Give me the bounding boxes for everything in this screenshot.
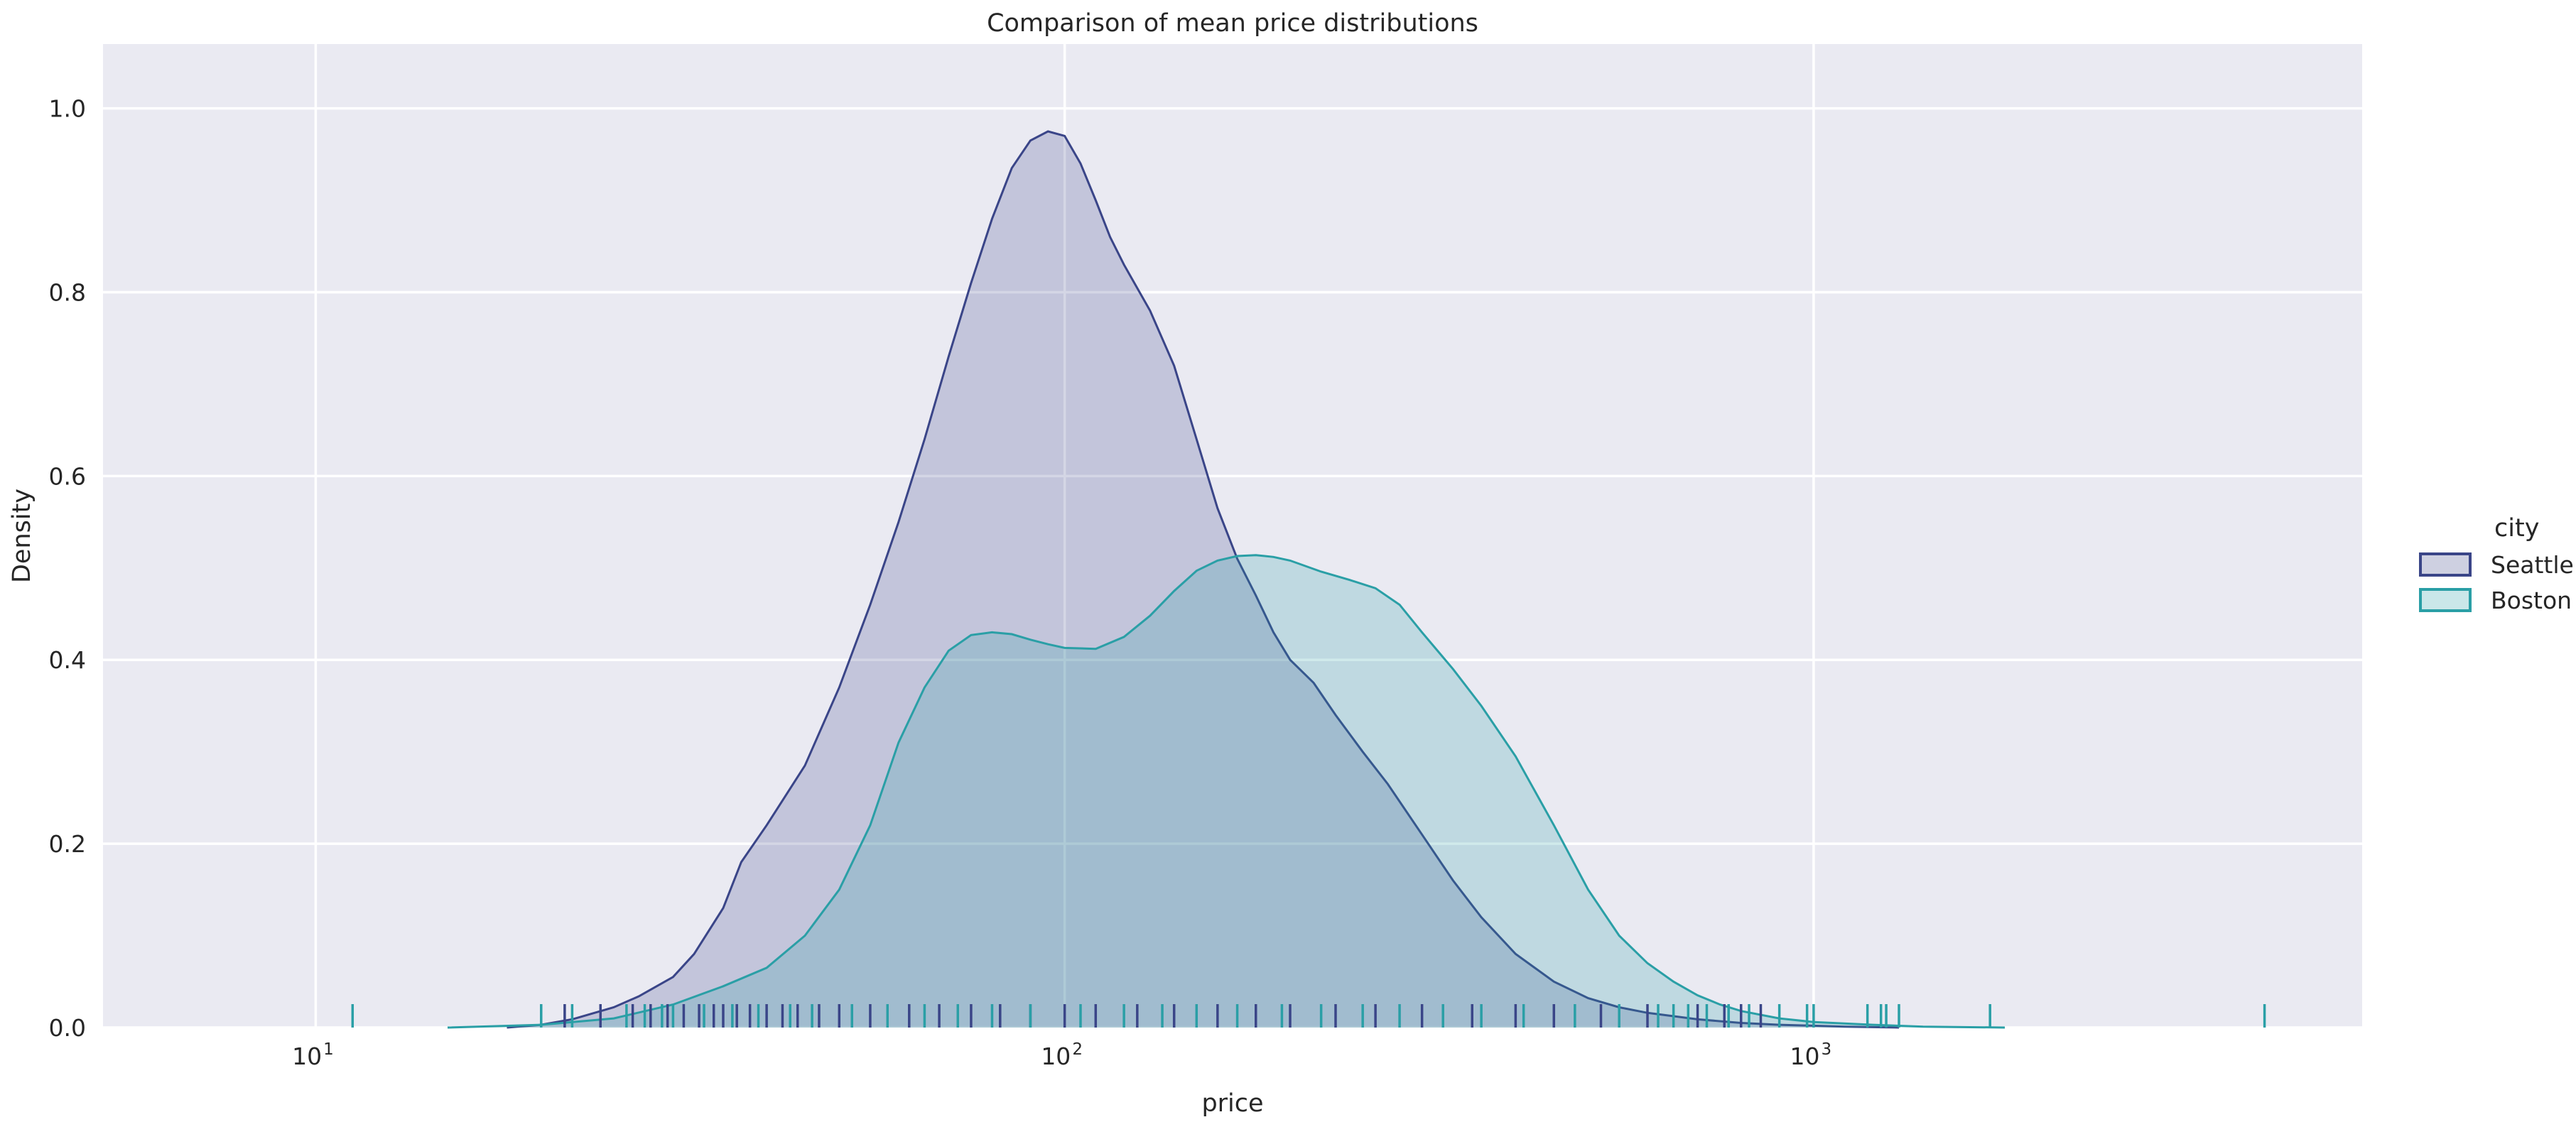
rug-marks [351, 1004, 2266, 1028]
x-axis-label: price [1201, 1089, 1263, 1118]
plot-background [103, 44, 2362, 1028]
x-tick-label: 101 [292, 1040, 334, 1070]
seattle-legend-swatch [2419, 552, 2472, 577]
seattle-density-line [507, 130, 1900, 1029]
seattle-density-fill [507, 131, 1899, 1028]
y-tick-label: 0.4 [49, 646, 86, 674]
y-axis-label: Density [8, 489, 36, 583]
y-tick-label: 0.8 [49, 278, 86, 306]
x-tick-label: 103 [1790, 1040, 1832, 1070]
boston-legend-swatch [2419, 588, 2472, 612]
chart-title: Comparison of mean price distributions [987, 9, 1478, 38]
y-tick-label: 0.2 [49, 830, 86, 858]
legend: city Seattle Boston [2419, 514, 2574, 614]
density-series [447, 130, 2006, 1029]
y-tick-label: 0.6 [49, 462, 86, 490]
axis-ticks: 0.0 0.2 0.4 0.6 0.8 1.0 101 102 103 [49, 95, 1832, 1070]
y-tick-label: 0.0 [49, 1014, 86, 1042]
x-tick-label: 102 [1041, 1040, 1083, 1070]
y-tick-label: 1.0 [49, 95, 86, 123]
boston-density-line [447, 554, 2006, 1029]
boston-legend-label: Boston [2491, 587, 2572, 614]
seattle-legend-label: Seattle [2491, 551, 2574, 579]
boston-density-fill [448, 555, 2005, 1028]
legend-title: city [2494, 514, 2539, 543]
